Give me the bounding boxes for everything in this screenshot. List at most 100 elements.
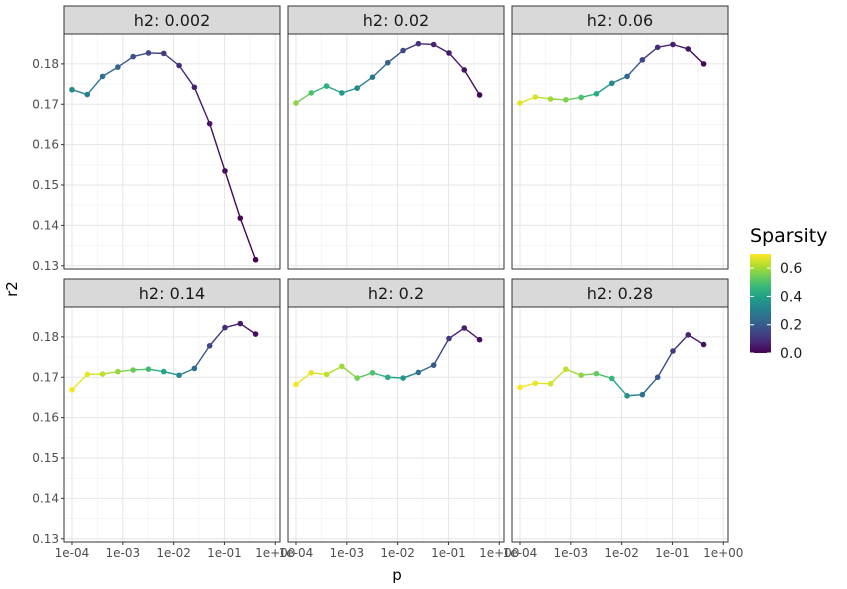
data-point — [339, 90, 345, 96]
data-point — [593, 90, 600, 97]
data-point — [130, 367, 136, 373]
data-point — [532, 94, 539, 100]
series-segment — [295, 372, 312, 386]
facet-strip — [511, 5, 729, 35]
data-point — [461, 67, 468, 73]
legend-tick-label: 0.0 — [780, 346, 802, 362]
y-tick-label: 0.18 — [32, 57, 59, 71]
series-segment — [611, 378, 628, 397]
series-segment — [209, 327, 226, 347]
data-point — [624, 393, 630, 399]
data-point — [145, 50, 152, 56]
facet-strip — [63, 5, 281, 35]
data-point — [176, 62, 182, 69]
x-tick-label: 1e+00 — [255, 546, 295, 560]
data-point — [237, 320, 244, 327]
panel-background — [288, 307, 504, 542]
series-segment — [418, 364, 434, 374]
series-segment — [371, 62, 389, 78]
facet-strip — [63, 278, 281, 308]
series-segment — [463, 327, 480, 341]
data-point — [354, 85, 360, 91]
x-tick-label: 1e+00 — [703, 546, 743, 560]
series-segment — [433, 43, 450, 54]
data-point — [115, 368, 121, 375]
series-segment — [102, 66, 119, 77]
facet-panel: h2: 0.2 — [287, 278, 505, 543]
x-tick-label: 1e-02 — [380, 546, 415, 560]
x-tick-label: 1e-04 — [503, 546, 538, 560]
data-point — [563, 97, 569, 103]
data-point — [446, 50, 452, 56]
facet-title: h2: 0.002 — [134, 11, 211, 30]
data-point — [624, 73, 630, 80]
series-segment — [596, 82, 613, 95]
series-segment — [463, 69, 481, 96]
facet-strip — [511, 278, 729, 308]
facet-strip — [287, 5, 505, 35]
data-point — [430, 41, 437, 48]
data-point — [578, 94, 584, 101]
data-point — [461, 325, 468, 331]
y-tick-label: 0.14 — [32, 491, 59, 505]
series-segment — [387, 50, 404, 64]
data-point — [206, 120, 213, 127]
series-segment — [641, 376, 659, 396]
x-tick-label: 1e-01 — [207, 546, 242, 560]
facet-title: h2: 0.06 — [587, 11, 653, 30]
x-tick-label: 1e-01 — [655, 546, 690, 560]
series-segment — [295, 92, 312, 104]
series-segment — [178, 65, 195, 88]
axes: 0.13 0.14 0.15 0.16 0.17 0.18 0.13 0.14 0.15 0.16… — [32, 57, 743, 560]
data-point — [700, 61, 707, 67]
data-point — [547, 380, 554, 387]
facet-panel: h2: 0.06 — [511, 5, 729, 270]
series-segment — [239, 322, 256, 335]
data-point — [517, 100, 523, 106]
facet-panel: h2: 0.002 — [63, 5, 281, 270]
data-point — [446, 335, 452, 342]
series-segment — [117, 56, 134, 68]
data-point — [252, 331, 259, 337]
data-point — [339, 363, 345, 370]
data-point — [354, 375, 360, 381]
y-axis-title: r2 — [3, 281, 21, 297]
y-tick-label: 0.14 — [32, 218, 59, 232]
y-tick-label: 0.13 — [32, 532, 59, 546]
x-tick-label: 1e-01 — [431, 546, 466, 560]
series-segment — [433, 338, 450, 366]
data-point — [191, 84, 198, 91]
data-point — [237, 215, 244, 221]
facet-panel: h2: 0.28 — [511, 278, 729, 543]
data-point — [293, 100, 299, 106]
x-tick-label: 1e-04 — [55, 546, 90, 560]
facet-panel: h2: 0.14 — [63, 278, 281, 543]
facet-title: h2: 0.28 — [587, 284, 653, 303]
series-segment — [71, 373, 88, 391]
data-point — [654, 44, 661, 51]
data-point — [145, 366, 152, 372]
data-point — [69, 386, 75, 393]
data-point — [639, 391, 646, 398]
data-point — [639, 57, 646, 63]
panel-background — [288, 34, 504, 269]
data-point — [191, 365, 198, 372]
series-segment — [448, 327, 465, 340]
data-point — [563, 366, 569, 372]
y-tick-label: 0.18 — [32, 330, 59, 344]
series-segment — [239, 217, 257, 260]
x-tick-label: 1e-03 — [329, 546, 364, 560]
facet-strip — [287, 278, 505, 308]
y-tick-label: 0.17 — [32, 97, 59, 111]
data-point — [115, 64, 121, 70]
legend-ticks: 0.0 0.2 0.4 0.6 — [750, 261, 802, 362]
facet-title: h2: 0.14 — [139, 284, 205, 303]
y-tick-label: 0.16 — [32, 411, 59, 425]
series-segment — [193, 345, 211, 369]
data-point — [430, 362, 437, 368]
data-point — [252, 256, 259, 263]
series-segment — [163, 52, 180, 67]
data-point — [222, 168, 228, 174]
x-tick-label: 1e-02 — [604, 546, 639, 560]
series-segment — [341, 365, 358, 379]
